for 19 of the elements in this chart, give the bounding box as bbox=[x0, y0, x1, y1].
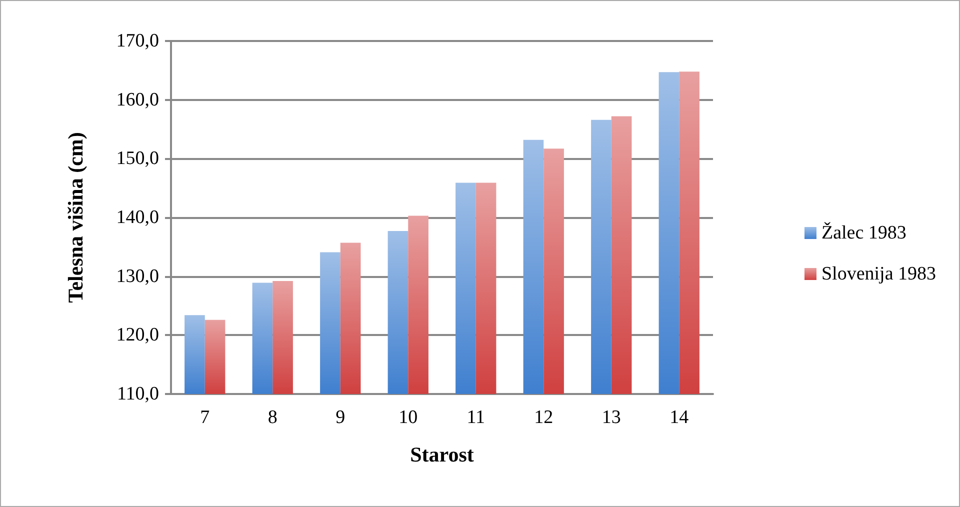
x-tick-label: 13 bbox=[602, 407, 621, 428]
x-tick-label: 10 bbox=[398, 407, 418, 428]
x-tick-label: 14 bbox=[670, 407, 690, 428]
legend-label: Žalec 1983 bbox=[821, 222, 906, 244]
x-tick-label: 11 bbox=[466, 407, 486, 428]
y-tick-label: 170,0 bbox=[116, 30, 159, 52]
x-tick-label: 12 bbox=[534, 407, 554, 428]
x-tick-label: 7 bbox=[200, 407, 210, 428]
y-tick-label: 140,0 bbox=[116, 207, 159, 228]
y-tick-label: 130,0 bbox=[116, 266, 159, 287]
y-tick-label: 150,0 bbox=[116, 148, 159, 170]
legend-label: Slovenija 1983 bbox=[821, 264, 936, 284]
x-tick-label: 9 bbox=[336, 407, 346, 428]
x-tick-label: 8 bbox=[268, 407, 278, 428]
x-axis-title: Starost bbox=[410, 442, 474, 466]
y-axis-title: Telesna višina (cm) bbox=[64, 132, 88, 303]
y-tick-label: 110,0 bbox=[116, 384, 159, 404]
y-tick-label: 160,0 bbox=[116, 89, 159, 110]
y-tick-label: 120,0 bbox=[116, 324, 159, 346]
